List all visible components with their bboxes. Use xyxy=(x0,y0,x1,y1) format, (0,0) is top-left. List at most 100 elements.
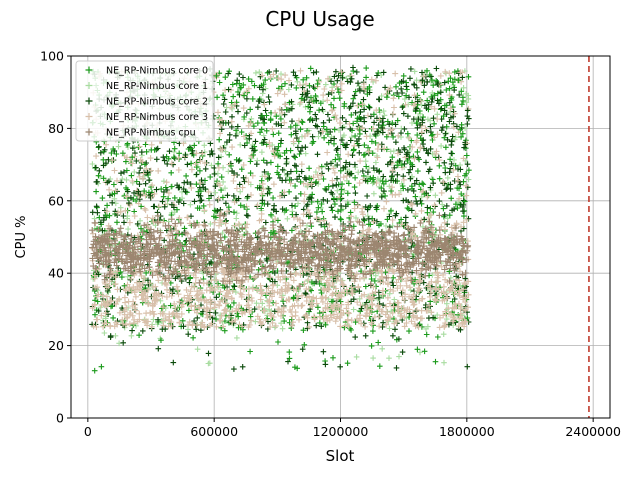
point-series-4 xyxy=(283,229,290,237)
point-series-2 xyxy=(107,192,113,199)
point-series-0 xyxy=(172,195,178,201)
point-series-3 xyxy=(438,189,445,196)
point-series-4 xyxy=(399,269,406,276)
point-series-2 xyxy=(398,130,404,136)
point-series-2 xyxy=(443,111,450,117)
point-series-3 xyxy=(390,110,397,117)
point-series-1 xyxy=(438,143,444,149)
point-series-4 xyxy=(234,248,242,255)
point-series-1 xyxy=(452,134,459,140)
point-series-2 xyxy=(229,124,235,130)
point-series-3 xyxy=(126,219,133,226)
point-series-3 xyxy=(370,283,377,290)
point-series-4 xyxy=(342,226,349,233)
point-series-2 xyxy=(258,322,265,329)
point-series-1 xyxy=(124,215,130,222)
point-series-0 xyxy=(396,93,402,100)
point-series-0 xyxy=(136,332,142,338)
point-series-1 xyxy=(259,300,266,307)
point-series-0 xyxy=(452,69,458,75)
point-series-4 xyxy=(437,257,444,265)
point-series-4 xyxy=(458,248,465,255)
point-series-3 xyxy=(176,319,183,326)
point-series-4 xyxy=(303,243,310,250)
point-series-3 xyxy=(267,324,274,330)
point-series-0 xyxy=(361,173,367,179)
point-series-4 xyxy=(219,277,227,285)
point-series-0 xyxy=(165,195,171,202)
point-series-3 xyxy=(412,210,419,217)
point-series-4 xyxy=(199,262,206,269)
point-series-3 xyxy=(362,323,369,330)
point-series-3 xyxy=(247,120,254,126)
point-series-2 xyxy=(310,69,317,76)
point-series-2 xyxy=(99,227,106,234)
point-series-1 xyxy=(131,169,138,175)
point-series-3 xyxy=(301,280,308,287)
point-series-3 xyxy=(451,110,458,117)
point-series-2 xyxy=(191,198,198,205)
point-series-0 xyxy=(466,167,472,173)
point-series-2 xyxy=(101,214,107,221)
point-series-0 xyxy=(268,234,274,241)
point-series-0 xyxy=(117,269,124,275)
point-series-3 xyxy=(239,184,246,191)
point-series-3 xyxy=(215,164,222,171)
point-series-3 xyxy=(256,316,263,323)
point-series-0 xyxy=(352,133,358,139)
point-series-1 xyxy=(323,128,329,134)
point-series-2 xyxy=(456,92,462,98)
point-series-4 xyxy=(394,258,402,265)
point-series-3 xyxy=(333,83,340,90)
point-series-0 xyxy=(251,123,257,129)
point-series-2 xyxy=(320,348,327,355)
point-series-4 xyxy=(213,261,220,268)
point-series-3 xyxy=(340,174,347,181)
point-series-3 xyxy=(410,291,417,298)
point-series-0 xyxy=(301,342,308,348)
point-series-3 xyxy=(392,317,399,324)
point-series-0 xyxy=(450,79,456,85)
point-series-3 xyxy=(195,267,202,274)
point-series-3 xyxy=(123,193,130,200)
point-series-2 xyxy=(127,277,134,283)
point-series-2 xyxy=(215,154,222,161)
point-series-3 xyxy=(141,289,148,296)
point-series-1 xyxy=(115,143,122,150)
point-series-3 xyxy=(392,70,399,77)
point-series-0 xyxy=(260,81,267,87)
point-series-3 xyxy=(370,125,377,132)
point-series-2 xyxy=(396,158,403,164)
point-series-3 xyxy=(183,298,190,305)
point-series-4 xyxy=(291,234,298,241)
point-series-3 xyxy=(240,286,247,293)
point-series-2 xyxy=(266,99,273,105)
point-series-2 xyxy=(355,80,361,86)
point-series-0 xyxy=(419,180,425,187)
point-series-3 xyxy=(136,316,143,323)
point-series-2 xyxy=(442,130,449,137)
point-series-4 xyxy=(309,256,317,263)
point-series-2 xyxy=(241,178,248,185)
point-series-3 xyxy=(374,146,381,152)
point-series-4 xyxy=(385,229,392,236)
point-series-2 xyxy=(444,137,451,143)
point-series-2 xyxy=(154,156,160,163)
point-series-3 xyxy=(440,271,447,278)
point-series-0 xyxy=(440,205,447,212)
point-series-0 xyxy=(458,88,465,95)
point-series-3 xyxy=(235,220,242,227)
point-series-3 xyxy=(303,312,310,319)
point-series-0 xyxy=(335,86,341,92)
point-series-2 xyxy=(261,136,268,143)
point-series-3 xyxy=(434,269,441,276)
point-series-3 xyxy=(308,180,315,187)
point-series-3 xyxy=(342,322,349,329)
point-series-4 xyxy=(316,241,323,248)
point-series-2 xyxy=(339,115,346,121)
point-series-0 xyxy=(288,124,294,130)
point-series-0 xyxy=(247,106,253,113)
point-series-3 xyxy=(202,160,208,167)
point-series-1 xyxy=(444,316,450,322)
point-series-3 xyxy=(165,323,172,330)
